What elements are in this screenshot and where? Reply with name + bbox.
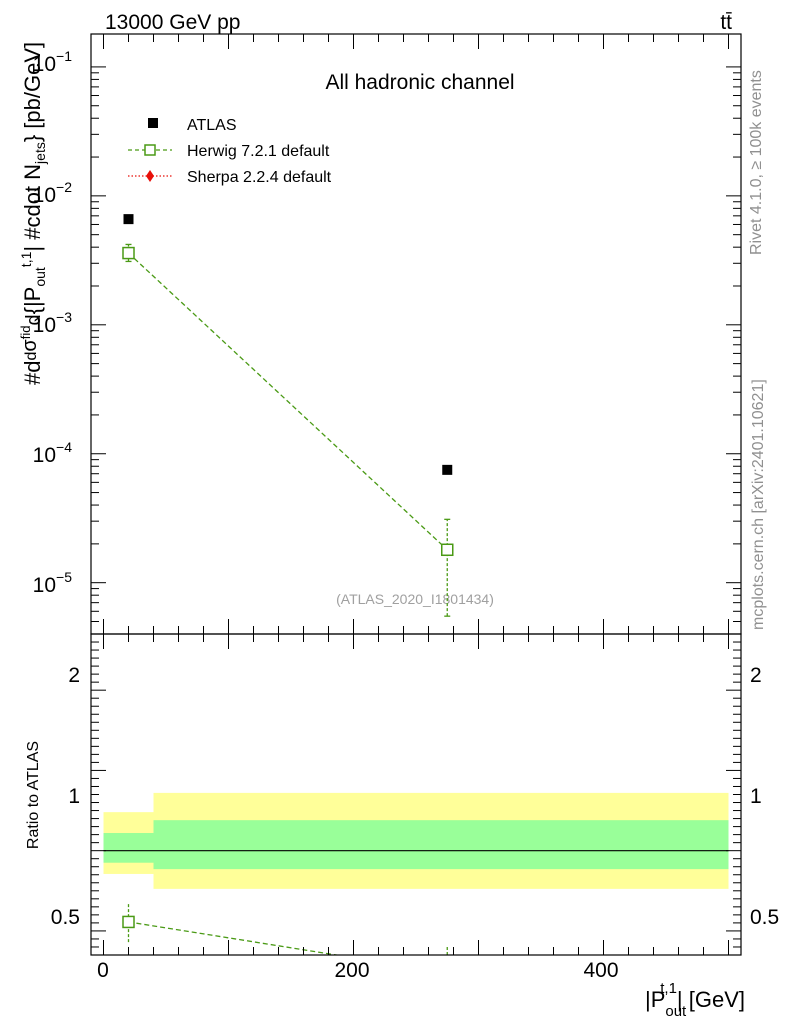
ratio-y-tick-label-1: 1 [68,785,80,808]
ratio-y-tick-label-0.5: 0.5 [51,906,80,929]
x-tick-labels: 0 200 400 [97,959,618,982]
x-tick-label-400: 400 [583,959,618,982]
y-tick-label-1e-4: 10−4 [33,439,73,467]
process-label: tt̄ [720,11,732,34]
legend-marker-atlas [148,118,158,128]
axes-frame [90,33,742,956]
legend-label-sherpa: Sherpa 2.2.4 default [187,169,332,186]
y-tick-label-1e-1: 10−1 [33,48,73,76]
ratio-herwig-point [442,967,453,978]
atlas-point [123,214,134,225]
ratio-band-green-0 [103,833,154,863]
main-ylabel: #ddσfidd{|Poutt,1| #cdot Njets} [pb/GeV] [18,42,48,385]
analysis-watermark: (ATLAS_2020_I1801434) [336,591,494,607]
atlas-point [442,464,453,475]
x-axis-label: |Poutt,1| [GeV] [645,980,745,1020]
legend-label-herwig: Herwig 7.2.1 default [187,143,330,160]
x-tick-label-200: 200 [334,959,369,982]
herwig-line [128,252,448,551]
legend: ATLAS Herwig 7.2.1 default Sherpa 2.2.4 … [128,117,332,186]
ratio-herwig-line [128,921,341,955]
mcplots-label: mcplots.cern.ch [arXiv:2401.10621] [750,379,767,630]
ratio-y-tick-labels: 2 1 0.5 2 1 0.5 [51,664,779,929]
ratio-y-tick-label-right-1: 1 [750,785,762,808]
energy-label: 13000 GeV pp [105,11,240,34]
chart-title: All hadronic channel [325,71,514,94]
main-plot-area [122,214,454,617]
x-tick-label-0: 0 [97,959,109,982]
ratio-y-tick-label-right-2: 2 [750,664,762,687]
main-y-tick-labels: 10−1 10−2 10−3 10−4 10−5 [33,48,73,597]
legend-marker-sherpa [146,170,154,182]
ratio-ylabel: Ratio to ATLAS [25,741,42,849]
y-tick-label-1e-3: 10−3 [33,309,73,337]
y-tick-label-1e-5: 10−5 [33,569,73,597]
ratio-y-tick-label-2: 2 [68,664,80,687]
legend-marker-herwig [144,144,156,156]
herwig-point [122,246,135,260]
rivet-label: Rivet 4.1.0, ≥ 100k events [748,70,765,255]
ratio-y-tick-label-right-0.5: 0.5 [750,906,779,929]
legend-label-atlas: ATLAS [187,117,237,134]
y-tick-label-1e-2: 10−2 [33,179,73,207]
herwig-point [441,543,454,557]
ratio-herwig-point [122,915,135,929]
ratio-band-green-1 [153,820,729,870]
ratio-plot-area [103,792,729,978]
